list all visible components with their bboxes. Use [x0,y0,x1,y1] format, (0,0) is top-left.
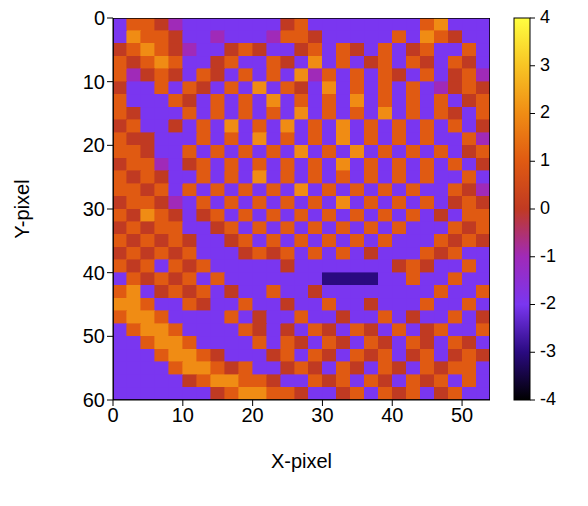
svg-text:40: 40 [83,262,105,284]
svg-text:-1: -1 [540,246,556,266]
svg-text:50: 50 [451,404,473,426]
svg-text:40: 40 [381,404,403,426]
svg-text:20: 20 [83,134,105,156]
svg-text:60: 60 [83,389,105,411]
svg-text:0: 0 [107,404,118,426]
svg-text:3: 3 [540,55,550,75]
svg-text:0: 0 [94,7,105,29]
svg-text:30: 30 [311,404,333,426]
svg-text:-3: -3 [540,341,556,361]
svg-text:Y-pixel: Y-pixel [11,179,33,238]
svg-text:1: 1 [540,150,550,170]
svg-text:10: 10 [172,404,194,426]
svg-text:X-pixel: X-pixel [271,450,332,472]
svg-text:20: 20 [242,404,264,426]
svg-text:2: 2 [540,102,550,122]
svg-text:4: 4 [540,7,550,27]
svg-text:50: 50 [83,325,105,347]
svg-text:-2: -2 [540,293,556,313]
svg-text:10: 10 [83,71,105,93]
svg-text:30: 30 [83,198,105,220]
svg-text:0: 0 [540,198,550,218]
svg-text:-4: -4 [540,389,556,409]
